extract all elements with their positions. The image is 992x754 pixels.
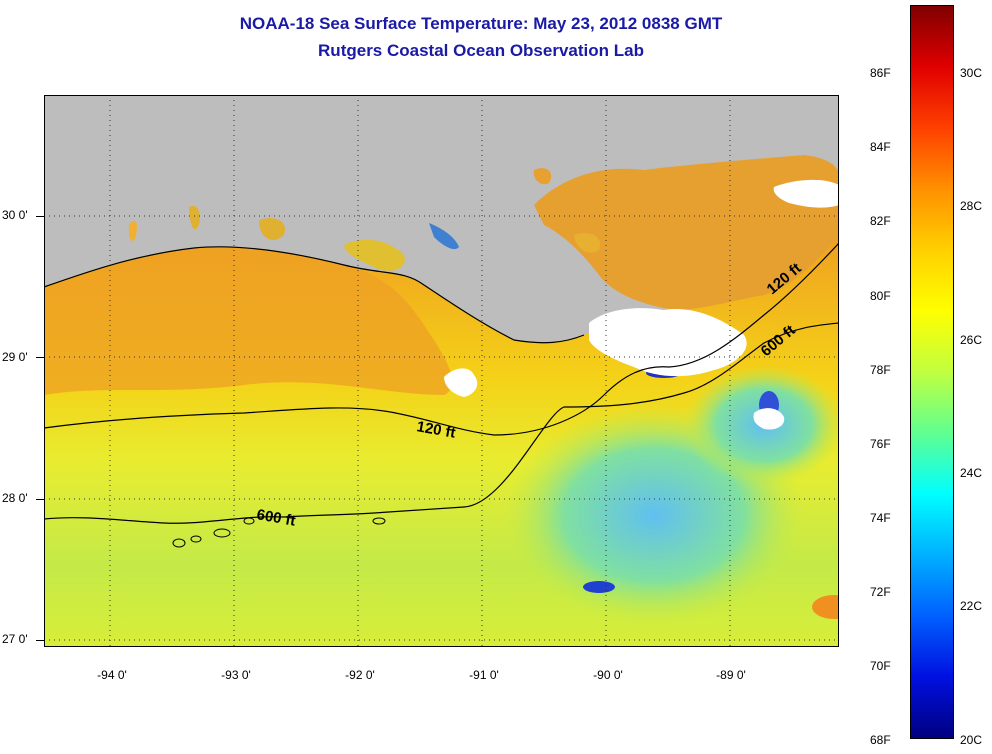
colorbar-f-label: 74F: [870, 511, 891, 525]
lon-label: -89 0': [716, 668, 746, 682]
lon-label: -90 0': [593, 668, 623, 682]
coastline: [44, 246, 585, 344]
warm-band: [44, 246, 453, 395]
lat-label: 29 0': [2, 350, 28, 364]
colorbar-c-label: 28C: [960, 199, 983, 213]
inland-water: [533, 168, 552, 185]
contour-island: [372, 517, 386, 525]
colorbar-c-label: 24C: [960, 466, 983, 480]
colorbar-c-label: 22C: [960, 599, 983, 613]
colorbar-c-label: 30C: [960, 66, 983, 80]
colorbar-c-label: 20C: [960, 733, 983, 747]
contour-island: [243, 517, 255, 525]
map-subtitle: Rutgers Coastal Ocean Observation Lab: [318, 41, 644, 60]
map-frame: [44, 95, 839, 647]
contour-label-600ft: 600 ft: [255, 506, 297, 530]
map-title: NOAA-18 Sea Surface Temperature: May 23,…: [239, 14, 723, 33]
inland-water: [344, 239, 405, 271]
graticule: [44, 95, 839, 647]
colorbar-c-label: 26C: [960, 333, 983, 347]
lon-label: -92 0': [345, 668, 375, 682]
colorbar-f-label: 68F: [870, 733, 891, 747]
colorbar-f-label: 72F: [870, 585, 891, 599]
contour-island: [172, 538, 186, 548]
y-tick: [36, 640, 44, 641]
cloud-area: [444, 368, 478, 397]
colorbar-f-label: 82F: [870, 214, 891, 228]
contour-island: [213, 528, 231, 538]
lon-label: -94 0': [97, 668, 127, 682]
cold-patch: [583, 581, 615, 593]
inland-water: [429, 223, 459, 250]
sst-map-graphic: 120 ft 600 ft 120 ft 600 ft: [44, 95, 839, 647]
cloud-area: [589, 308, 747, 377]
temperature-colorbar: [910, 5, 954, 739]
y-tick: [36, 216, 44, 217]
lat-label: 30 0': [2, 208, 28, 222]
lon-label: -93 0': [221, 668, 251, 682]
contour-label-120ft: 120 ft: [415, 418, 457, 442]
colorbar-f-label: 84F: [870, 140, 891, 154]
lat-label: 27 0': [2, 632, 28, 646]
lat-label: 28 0': [2, 491, 28, 505]
colorbar-f-label: 86F: [870, 66, 891, 80]
cloud-area: [773, 179, 839, 208]
colorbar-f-label: 76F: [870, 437, 891, 451]
sst-map: 120 ft 600 ft 120 ft 600 ft: [44, 95, 839, 647]
contour-island: [190, 535, 202, 543]
inland-water: [259, 218, 285, 240]
delta-land: [534, 155, 839, 310]
colorbar-f-label: 80F: [870, 289, 891, 303]
warm-patch: [812, 595, 839, 619]
inland-water: [189, 205, 200, 230]
colorbar-f-label: 70F: [870, 659, 891, 673]
y-tick: [36, 499, 44, 500]
inland-water: [128, 220, 137, 241]
lon-label: -91 0': [469, 668, 499, 682]
cloud-area: [753, 408, 785, 430]
contour-120ft: [44, 242, 839, 436]
inland-water: [574, 233, 600, 253]
contour-600ft: [44, 322, 839, 524]
colorbar-f-label: 78F: [870, 363, 891, 377]
y-tick: [36, 357, 44, 358]
